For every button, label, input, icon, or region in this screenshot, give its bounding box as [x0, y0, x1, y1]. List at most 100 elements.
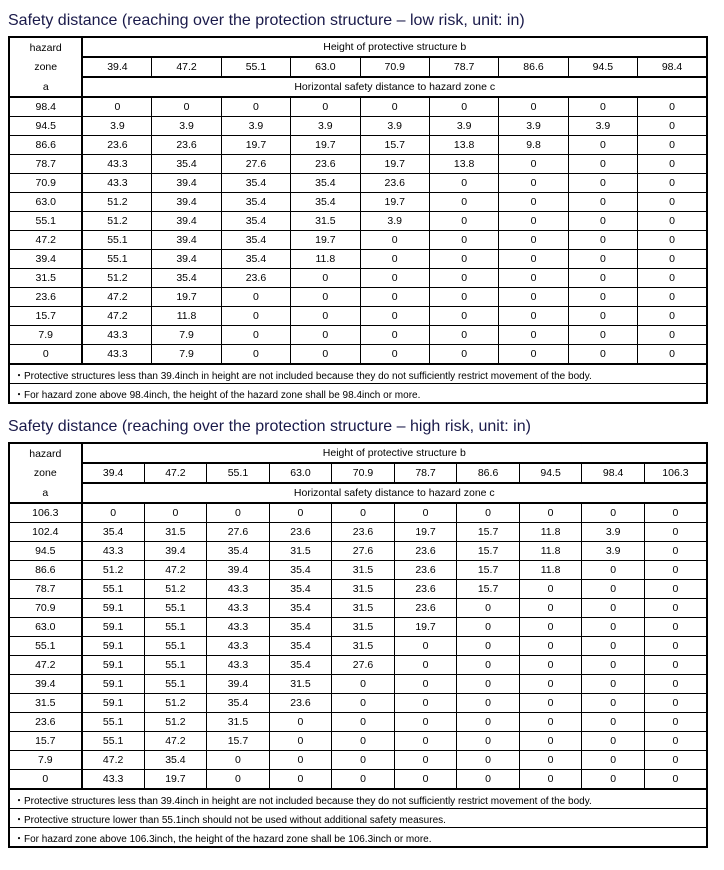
data-cell: 51.2: [82, 269, 151, 288]
data-cell: 0: [568, 345, 637, 365]
table-row: 102.435.431.527.623.623.619.715.711.83.9…: [9, 523, 707, 542]
data-cell: 0: [582, 675, 645, 694]
data-cell: 55.1: [144, 637, 207, 656]
data-cell: 0: [457, 770, 520, 790]
column-header: 63.0: [291, 57, 360, 77]
data-cell: 3.9: [221, 117, 290, 136]
data-cell: 0: [429, 269, 498, 288]
data-cell: 0: [644, 523, 707, 542]
data-cell: 35.4: [269, 580, 332, 599]
data-cell: 59.1: [82, 675, 145, 694]
hazard-zone-value: 63.0: [9, 193, 82, 212]
data-cell: 0: [457, 675, 520, 694]
data-cell: 11.8: [519, 561, 582, 580]
data-cell: 35.4: [221, 212, 290, 231]
data-cell: 0: [394, 503, 457, 523]
data-cell: 23.6: [82, 136, 151, 155]
table-row: 70.959.155.143.335.431.523.60000: [9, 599, 707, 618]
data-cell: 19.7: [394, 618, 457, 637]
data-cell: 55.1: [144, 599, 207, 618]
column-header: 94.5: [568, 57, 637, 77]
data-cell: 0: [638, 231, 707, 250]
hazard-zone-value: 78.7: [9, 155, 82, 174]
data-cell: 0: [644, 561, 707, 580]
data-cell: 0: [429, 174, 498, 193]
data-cell: 3.9: [582, 542, 645, 561]
hazard-zone-label: hazard: [9, 37, 82, 57]
data-cell: 0: [568, 155, 637, 174]
data-cell: 43.3: [82, 174, 151, 193]
data-cell: 0: [457, 751, 520, 770]
data-cell: 59.1: [82, 637, 145, 656]
data-cell: 0: [499, 231, 568, 250]
horizontal-header: Horizontal safety distance to hazard zon…: [82, 77, 707, 97]
data-cell: 3.9: [568, 117, 637, 136]
data-cell: 0: [499, 193, 568, 212]
data-cell: 35.4: [152, 155, 221, 174]
data-cell: 0: [519, 713, 582, 732]
data-cell: 0: [457, 599, 520, 618]
data-cell: 0: [429, 212, 498, 231]
data-cell: 15.7: [457, 542, 520, 561]
data-cell: 55.1: [144, 656, 207, 675]
data-cell: 0: [221, 345, 290, 365]
data-cell: 59.1: [82, 618, 145, 637]
data-cell: 55.1: [82, 250, 151, 269]
hazard-zone-value: 31.5: [9, 269, 82, 288]
data-cell: 39.4: [152, 231, 221, 250]
footnote: ・For hazard zone above 106.3inch, the he…: [9, 828, 707, 848]
hazard-zone-label: zone: [9, 57, 82, 77]
data-cell: 0: [360, 269, 429, 288]
data-cell: 39.4: [152, 250, 221, 269]
data-cell: 39.4: [144, 542, 207, 561]
data-cell: 0: [291, 97, 360, 117]
data-cell: 0: [644, 751, 707, 770]
data-cell: 0: [332, 694, 395, 713]
hazard-zone-value: 86.6: [9, 136, 82, 155]
data-cell: 23.6: [394, 542, 457, 561]
table-row: 55.159.155.143.335.431.500000: [9, 637, 707, 656]
data-cell: 0: [152, 97, 221, 117]
data-cell: 59.1: [82, 656, 145, 675]
data-cell: 15.7: [457, 580, 520, 599]
hazard-zone-value: 7.9: [9, 326, 82, 345]
data-cell: 0: [332, 732, 395, 751]
data-cell: 0: [360, 326, 429, 345]
data-cell: 13.8: [429, 155, 498, 174]
data-cell: 0: [429, 288, 498, 307]
data-cell: 0: [519, 675, 582, 694]
data-cell: 0: [519, 732, 582, 751]
data-cell: 51.2: [82, 561, 145, 580]
data-cell: 0: [638, 307, 707, 326]
table-row: 94.53.93.93.93.93.93.93.93.90: [9, 117, 707, 136]
data-cell: 0: [499, 212, 568, 231]
data-cell: 0: [457, 637, 520, 656]
data-cell: 0: [332, 751, 395, 770]
table-row: 86.651.247.239.435.431.523.615.711.800: [9, 561, 707, 580]
safety-distance-table: hazardHeight of protective structure bzo…: [8, 442, 708, 848]
data-cell: 0: [499, 307, 568, 326]
data-cell: 0: [394, 656, 457, 675]
data-cell: 0: [568, 212, 637, 231]
data-cell: 51.2: [144, 580, 207, 599]
data-cell: 47.2: [82, 307, 151, 326]
data-cell: 19.7: [291, 231, 360, 250]
data-cell: 0: [638, 155, 707, 174]
data-cell: 3.9: [360, 212, 429, 231]
data-cell: 0: [519, 751, 582, 770]
data-cell: 35.4: [207, 694, 270, 713]
data-cell: 27.6: [221, 155, 290, 174]
page-root: Safety distance (reaching over the prote…: [8, 12, 716, 848]
data-cell: 43.3: [207, 656, 270, 675]
data-cell: 0: [638, 250, 707, 269]
data-cell: 31.5: [269, 675, 332, 694]
height-header: Height of protective structure b: [82, 443, 707, 463]
data-cell: 19.7: [394, 523, 457, 542]
data-cell: 31.5: [144, 523, 207, 542]
data-cell: 0: [221, 97, 290, 117]
data-cell: 0: [291, 326, 360, 345]
data-cell: 27.6: [332, 656, 395, 675]
data-cell: 27.6: [332, 542, 395, 561]
data-cell: 0: [582, 503, 645, 523]
data-cell: 23.6: [394, 599, 457, 618]
